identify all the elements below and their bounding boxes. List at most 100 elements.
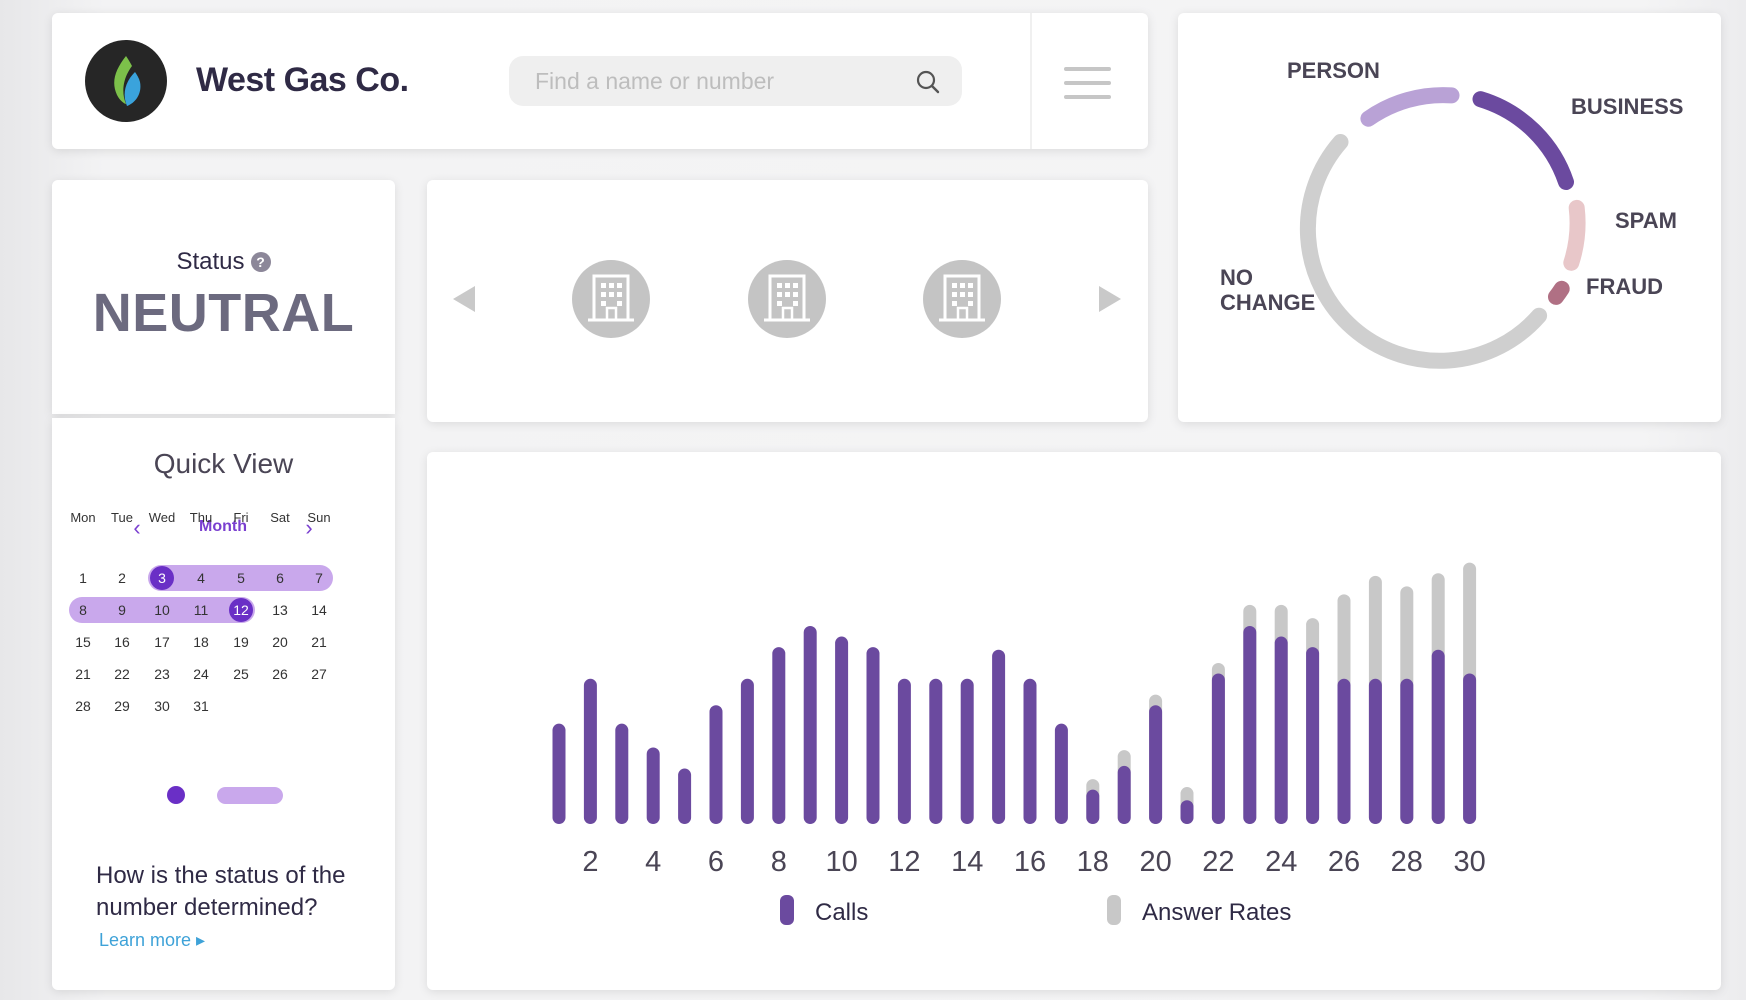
x-tick-label: 26 (1328, 846, 1360, 878)
calendar-day[interactable]: 23 (154, 666, 170, 682)
calls-bar[interactable] (1368, 678, 1382, 824)
calendar-day[interactable]: 21 (311, 634, 327, 650)
calendar-day[interactable]: 18 (193, 634, 209, 650)
calls-bar[interactable] (740, 678, 754, 824)
calendar-day[interactable]: 22 (114, 666, 130, 682)
pagination-dot-active[interactable] (167, 786, 185, 804)
calendar-day[interactable]: 28 (75, 698, 91, 714)
calls-bar[interactable] (1086, 789, 1100, 824)
calls-bar[interactable] (1149, 705, 1163, 824)
x-tick-label: 4 (645, 846, 661, 878)
calendar-day[interactable]: 4 (197, 570, 205, 586)
calls-bar[interactable] (1243, 626, 1257, 824)
calls-bar[interactable] (866, 647, 880, 824)
x-tick-label: 14 (951, 846, 983, 878)
calls-bar[interactable] (772, 647, 786, 824)
calls-bar[interactable] (1400, 678, 1414, 824)
donut-label-no-change-line2: CHANGE (1220, 290, 1316, 315)
calls-bar[interactable] (1463, 673, 1477, 824)
calendar-day[interactable]: 1 (79, 570, 87, 586)
search-icon[interactable] (914, 68, 942, 96)
calendar-day[interactable]: 20 (272, 634, 288, 650)
calendar-day[interactable]: 13 (272, 602, 288, 618)
x-tick-label: 30 (1453, 846, 1485, 878)
calls-bar[interactable] (1211, 673, 1225, 824)
calls-bar[interactable] (1023, 678, 1037, 824)
calendar-day[interactable]: 25 (233, 666, 249, 682)
search-input[interactable] (509, 56, 962, 106)
calendar-day[interactable]: 3 (142, 566, 182, 590)
calls-bar[interactable] (1431, 649, 1445, 824)
calendar-day[interactable]: 26 (272, 666, 288, 682)
calendar-day[interactable]: 16 (114, 634, 130, 650)
donut-segment-spam[interactable] (1563, 199, 1586, 271)
calendar-day[interactable]: 11 (193, 602, 209, 618)
calls-bar[interactable] (929, 678, 943, 824)
donut-segment-no-change[interactable] (1299, 134, 1548, 369)
calendar-day[interactable]: 7 (315, 570, 323, 586)
status-breakdown-card: PERSON BUSINESS SPAM FRAUD NO CHANGE (1178, 13, 1721, 422)
brand-name: West Gas Co. (196, 61, 409, 99)
calendar-range-highlight (148, 565, 333, 591)
flame-icon (114, 56, 141, 106)
calendar-day[interactable]: 27 (311, 666, 327, 682)
calls-bar[interactable] (1180, 800, 1194, 824)
legend-calls[interactable]: Calls (780, 895, 868, 926)
calendar-day[interactable]: 31 (193, 698, 209, 714)
calls-bar[interactable] (552, 723, 566, 824)
donut-label-person: PERSON (1287, 58, 1380, 83)
calendar-day[interactable]: 12 (221, 598, 261, 622)
calls-bar[interactable] (897, 678, 911, 824)
calendar-day[interactable]: 9 (118, 602, 126, 618)
calendar-period-label[interactable]: Month (199, 518, 247, 535)
help-icon[interactable]: ? (250, 252, 271, 272)
calls-bar[interactable] (1274, 636, 1288, 824)
calls-bar[interactable] (992, 649, 1006, 824)
donut-segment-person[interactable] (1360, 87, 1460, 127)
calls-bar[interactable] (646, 747, 660, 824)
chevron-right-icon[interactable]: › (305, 515, 313, 540)
calendar-day[interactable]: 30 (154, 698, 170, 714)
calendar-day[interactable]: 2 (118, 570, 126, 586)
calls-bar[interactable] (615, 723, 629, 824)
calls-bar[interactable] (835, 636, 849, 824)
pagination-dot[interactable] (217, 787, 283, 804)
calendar-day[interactable]: 10 (154, 602, 170, 618)
donut-label-no-change: NO CHANGE (1220, 265, 1315, 315)
x-tick-label: 22 (1202, 846, 1234, 878)
calls-bar[interactable] (709, 705, 723, 824)
calendar-day[interactable]: 17 (154, 634, 170, 650)
calendar-day[interactable]: 15 (75, 634, 91, 650)
calls-bar[interactable] (960, 678, 974, 824)
calendar-day[interactable]: 5 (237, 570, 245, 586)
chevron-left-icon[interactable]: ‹ (133, 515, 141, 540)
donut-label-business: BUSINESS (1571, 94, 1684, 119)
calendar-day[interactable]: 6 (276, 570, 284, 586)
calls-bar[interactable] (1306, 647, 1320, 824)
calls-bar[interactable] (1117, 765, 1131, 824)
calendar-day[interactable]: 29 (114, 698, 130, 714)
calendar-weekday-sun: Sun (307, 510, 331, 525)
calls-bar[interactable] (1337, 678, 1351, 824)
calls-bar[interactable] (1054, 723, 1068, 824)
legend-answer-rates[interactable]: Answer Rates (1107, 895, 1291, 926)
calendar-day[interactable]: 8 (79, 602, 87, 618)
calendar-day[interactable]: 14 (311, 602, 327, 618)
donut-segment-fraud[interactable] (1548, 280, 1570, 305)
brand-logo[interactable] (85, 40, 167, 122)
learn-more-link[interactable]: Learn more ▸ (99, 930, 206, 950)
calendar-day[interactable]: 24 (193, 666, 209, 682)
calendar-day[interactable]: 21 (75, 666, 91, 682)
calls-bar[interactable] (678, 768, 692, 824)
building-icon[interactable] (572, 260, 650, 338)
legend-answer-rates-swatch (1107, 895, 1121, 925)
donut-segment-business[interactable] (1472, 91, 1574, 190)
carousel-next-arrow-icon[interactable] (1099, 286, 1121, 312)
calendar-day[interactable]: 19 (233, 634, 249, 650)
carousel-prev-arrow-icon[interactable] (453, 286, 475, 312)
hamburger-menu-icon[interactable] (1064, 67, 1112, 101)
building-icon[interactable] (923, 260, 1001, 338)
calls-bar[interactable] (803, 626, 817, 824)
calls-bar[interactable] (583, 678, 597, 824)
building-icon[interactable] (748, 260, 826, 338)
